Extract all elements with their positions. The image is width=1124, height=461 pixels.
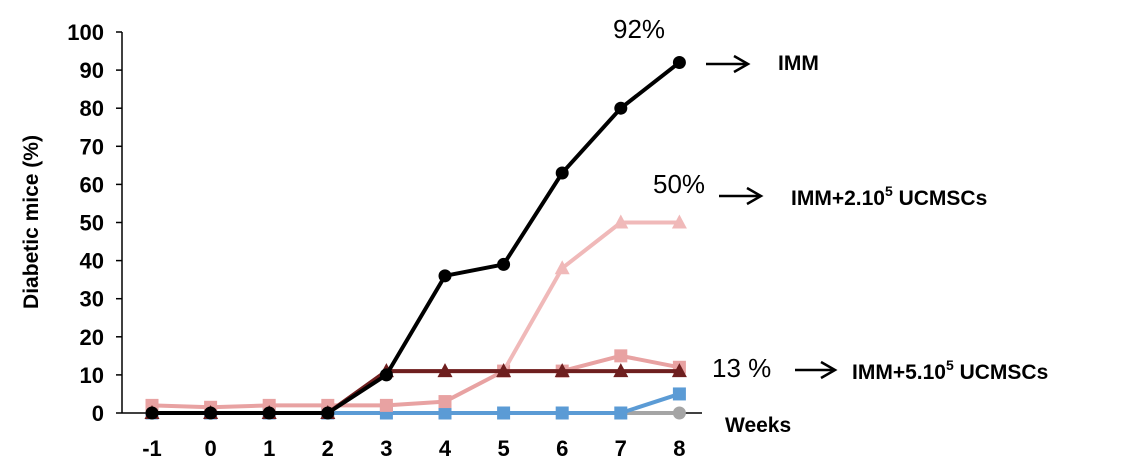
data-point (614, 101, 628, 115)
annotation-pct-imm-5e5: 13 % (712, 353, 771, 383)
annotation-pct-imm: 92% (613, 14, 665, 44)
data-point (438, 395, 452, 409)
data-point (379, 398, 393, 412)
data-point (437, 363, 453, 378)
series-line (150, 60, 682, 415)
y-tick-label: 90 (80, 58, 104, 83)
arrow-imm-head (733, 54, 751, 74)
series-line (150, 353, 682, 410)
data-point (672, 406, 686, 420)
x-tick-label: 2 (322, 436, 334, 461)
x-axis-title: Weeks (725, 414, 791, 437)
y-tick-label: 70 (80, 134, 104, 159)
y-tick-label: 60 (80, 172, 104, 197)
data-point (497, 406, 511, 420)
data-point (438, 406, 452, 420)
data-point (614, 349, 628, 363)
x-tick-label: 0 (204, 436, 216, 461)
y-tick-labels: 0 10 20 30 40 50 60 70 80 90 100 (67, 20, 122, 426)
series-3 (144, 214, 687, 419)
y-tick-label: 20 (80, 325, 104, 350)
data-point (672, 387, 686, 401)
x-tick-label: 3 (380, 436, 392, 461)
series-4 (144, 363, 687, 419)
annotation-pct-imm-2e5: 50% (653, 169, 705, 199)
x-tick-label: 4 (439, 436, 452, 461)
data-point (496, 363, 512, 378)
y-tick-label: 100 (67, 20, 104, 45)
annotation-imm-5e5: 13 % IMM+5.105 UCMSCs (712, 353, 1048, 384)
data-point (379, 368, 393, 382)
series-2 (145, 349, 686, 414)
data-point (321, 406, 335, 420)
data-point (613, 363, 629, 378)
annotation-imm-2e5: 50% IMM+2.105 UCMSCs (653, 169, 987, 210)
data-point (145, 406, 159, 420)
y-tick-label: 10 (80, 363, 104, 388)
data-point (554, 363, 570, 378)
data-point (554, 260, 570, 275)
y-tick-label: 30 (80, 287, 104, 312)
y-axis-title: Diabetic mice (%) (20, 135, 43, 309)
data-point (672, 55, 686, 69)
y-tick-label: 80 (80, 96, 104, 121)
x-tick-label: 1 (263, 436, 275, 461)
data-point (671, 363, 687, 378)
x-tick-label: -1 (142, 436, 162, 461)
data-point (671, 214, 687, 229)
data-point (438, 269, 452, 283)
annotation-label-imm-2e5: IMM+2.105 UCMSCs (791, 183, 987, 210)
data-point (613, 214, 629, 229)
series-group (144, 55, 687, 420)
data-point (204, 406, 218, 420)
series-5 (145, 55, 686, 420)
y-tick-label: 50 (80, 211, 104, 236)
series-line (150, 220, 682, 415)
data-point (555, 166, 569, 180)
data-point (262, 406, 276, 420)
annotation-label-imm: IMM (778, 52, 819, 75)
arrow-imm-5e5-head (820, 360, 838, 380)
annotation-imm: 92% IMM (613, 14, 819, 75)
x-tick-labels: -1 0 1 2 3 4 5 6 7 8 (142, 413, 686, 461)
data-point (497, 257, 511, 271)
x-tick-label: 6 (556, 436, 568, 461)
data-point (614, 406, 628, 420)
annotation-label-imm-5e5: IMM+5.105 UCMSCs (852, 357, 1048, 384)
x-tick-label: 5 (497, 436, 509, 461)
y-tick-label: 40 (80, 249, 104, 274)
y-tick-label: 0 (92, 401, 104, 426)
data-point (555, 406, 569, 420)
arrow-imm-2e5-head (746, 186, 764, 206)
x-tick-label: 8 (673, 436, 685, 461)
x-tick-label: 7 (615, 436, 627, 461)
